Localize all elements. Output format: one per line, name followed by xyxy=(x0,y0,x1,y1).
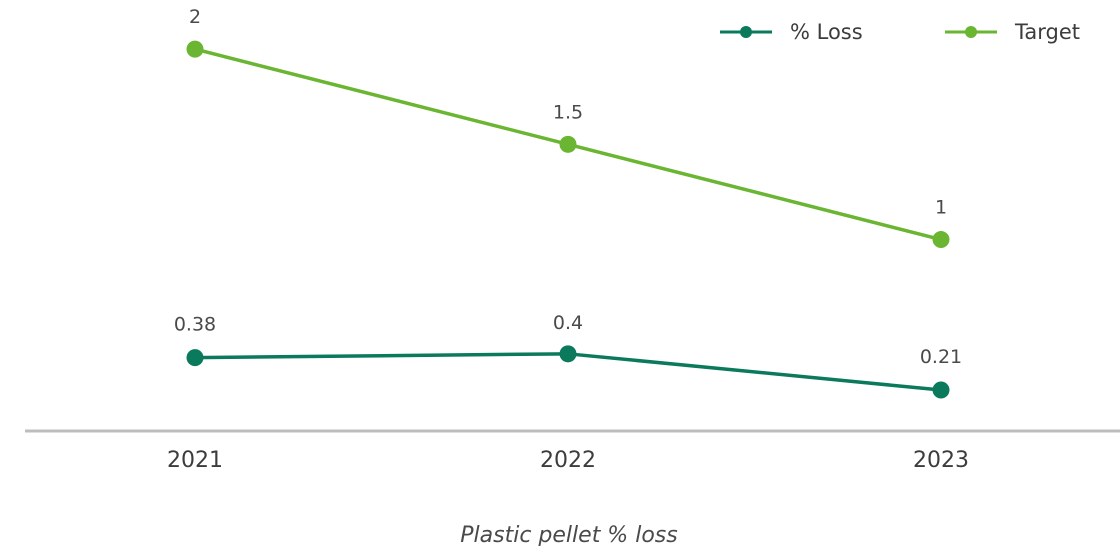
data-point xyxy=(559,135,577,153)
x-tick-label: 2021 xyxy=(167,448,223,473)
data-label: 0.38 xyxy=(174,314,216,336)
legend-marker xyxy=(740,26,752,38)
chart-caption: Plastic pellet % loss xyxy=(460,523,677,546)
x-tick-label: 2022 xyxy=(540,448,596,473)
legend: % Loss Target xyxy=(720,20,1080,44)
x-tick-label: 2023 xyxy=(913,448,969,473)
series-target xyxy=(186,40,950,249)
data-point xyxy=(186,349,204,367)
legend-label: Target xyxy=(1014,20,1080,44)
axes: 2021 2022 2023 xyxy=(25,429,1120,473)
data-point xyxy=(559,345,577,363)
data-point xyxy=(932,381,950,399)
data-label: 0.4 xyxy=(553,312,583,334)
series-loss xyxy=(186,345,950,399)
data-label: 0.21 xyxy=(920,346,962,368)
data-label: 2 xyxy=(189,6,201,28)
series-layer xyxy=(186,40,950,399)
legend-marker xyxy=(965,26,977,38)
data-point xyxy=(932,231,950,249)
legend-item: Target xyxy=(945,20,1080,44)
legend-item: % Loss xyxy=(720,20,863,44)
data-label: 1 xyxy=(935,197,947,219)
data-labels: 0.38 0.4 0.21 2 1.5 1 xyxy=(174,6,962,368)
legend-label: % Loss xyxy=(790,20,863,44)
data-label: 1.5 xyxy=(553,101,583,123)
data-point xyxy=(186,40,204,58)
